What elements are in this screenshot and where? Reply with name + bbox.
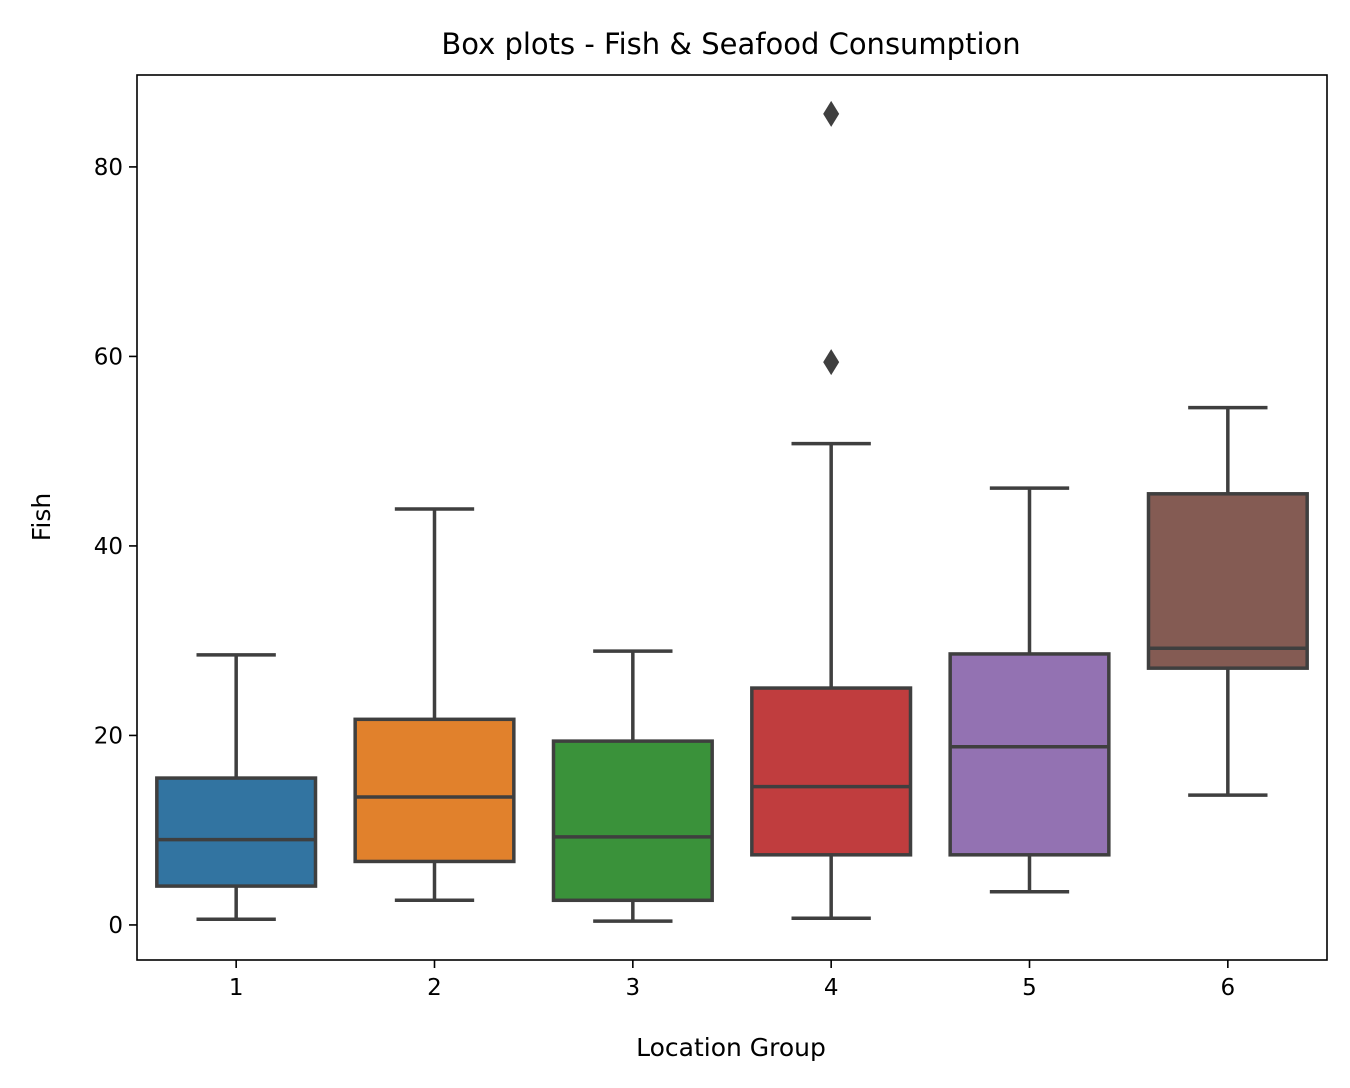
box-iqr xyxy=(155,776,318,888)
box-group-2 xyxy=(353,507,516,903)
box-iqr xyxy=(948,652,1111,857)
box-group-6 xyxy=(1146,405,1309,797)
box-group-4 xyxy=(750,100,913,921)
y-tick-label: 60 xyxy=(94,344,123,370)
x-tick-label: 1 xyxy=(229,975,244,1001)
box-group-1 xyxy=(155,653,318,922)
y-tick-label: 20 xyxy=(94,723,123,749)
box-iqr xyxy=(353,717,516,864)
box-iqr xyxy=(750,686,913,857)
boxes-layer xyxy=(155,100,1309,923)
x-tick-label: 2 xyxy=(427,975,442,1001)
box-group-3 xyxy=(551,649,714,923)
chart-title: Box plots - Fish & Seafood Consumption xyxy=(441,27,1020,61)
outlier-marker xyxy=(823,349,840,376)
y-tick-label: 40 xyxy=(94,534,123,560)
plot-frame xyxy=(136,74,1328,961)
y-tick-label: 80 xyxy=(94,155,123,181)
y-axis-label: Fish xyxy=(27,493,56,541)
box-group-5 xyxy=(948,486,1111,894)
x-tick-label: 4 xyxy=(824,975,839,1001)
y-tick-label: 0 xyxy=(108,913,123,939)
x-axis: 1 2 3 4 5 6 xyxy=(229,960,1235,1001)
box-iqr xyxy=(551,739,714,903)
x-tick-label: 6 xyxy=(1221,975,1236,1001)
x-axis-label: Location Group xyxy=(636,1033,826,1062)
box-iqr xyxy=(1146,492,1309,670)
x-tick-label: 5 xyxy=(1022,975,1037,1001)
x-tick-label: 3 xyxy=(626,975,641,1001)
outlier-marker xyxy=(823,100,840,127)
y-axis: 0 20 40 60 80 xyxy=(94,155,137,939)
